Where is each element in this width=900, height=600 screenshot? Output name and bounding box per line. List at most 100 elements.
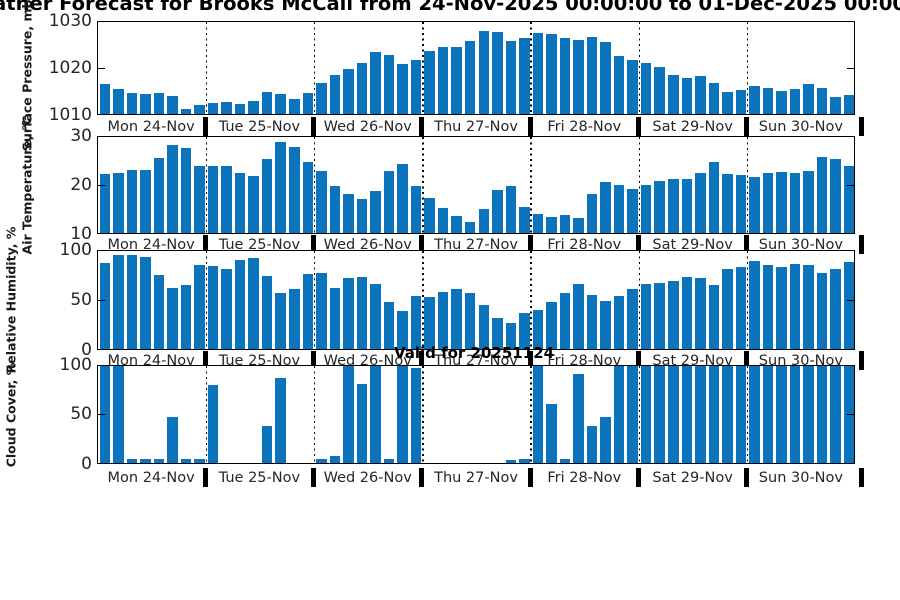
day-boundary-tick [311, 351, 317, 370]
surface-pressure-bar [329, 75, 341, 114]
day-label: Wed 26-Nov [323, 118, 412, 135]
day-separator-line [313, 22, 316, 114]
day-boundary-tick [311, 468, 317, 487]
cloud-cover-bar [640, 366, 652, 463]
ytick-label: 100 [59, 239, 92, 260]
air-temperature-bar [613, 184, 625, 233]
relative-humidity-bar [383, 302, 395, 349]
ytick-label: 20 [70, 174, 92, 195]
air-temperature-bar [234, 172, 246, 233]
relative-humidity-bar [843, 261, 855, 349]
relative-humidity-bar [464, 293, 476, 349]
air-temperature-bar [424, 198, 435, 233]
air-temperature-bar [627, 189, 638, 233]
day-label: Sun 30-Nov [758, 470, 843, 486]
surface-pressure-bar [762, 87, 774, 114]
surface-pressure-bar [140, 94, 151, 114]
cloud-cover-bar [180, 459, 192, 463]
relative-humidity-bar [668, 281, 679, 349]
surface-pressure-bar [383, 54, 395, 114]
surface-pressure-bar [776, 91, 787, 114]
cloud-cover-bar [559, 459, 571, 463]
surface-pressure-bar [275, 94, 286, 114]
surface-pressure-bar [316, 82, 327, 114]
relative-humidity-bar [546, 302, 557, 349]
cloud-cover-bar [735, 366, 747, 463]
plot-box-relative-humidity [97, 250, 855, 350]
day-label: Tue 25-Nov [218, 118, 301, 135]
day-boundary-tick [419, 116, 425, 136]
relative-humidity-bar [424, 297, 435, 349]
day-separator-line [205, 137, 208, 233]
surface-pressure-bar [816, 87, 828, 114]
day-separator-line [313, 251, 316, 349]
tick-mark [98, 67, 105, 69]
ytick-label: 30 [70, 125, 92, 146]
relative-humidity-bar [708, 285, 720, 349]
relative-humidity-bar [153, 274, 165, 349]
air-temperature-bar [356, 198, 368, 233]
relative-humidity-bar [437, 292, 449, 349]
cloud-cover-bar [261, 426, 273, 463]
ytick-label: 10 [70, 223, 92, 244]
day-separator-line [422, 22, 424, 114]
relative-humidity-bar [370, 284, 381, 349]
air-temperature-bar [437, 207, 449, 233]
day-label: Fri 28-Nov [547, 470, 622, 486]
day-boundary-tick [202, 351, 208, 370]
air-temperature-bar [140, 169, 151, 233]
surface-pressure-bar [167, 96, 178, 114]
ytick-label: 1030 [48, 10, 92, 31]
air-temperature-bar [586, 194, 598, 233]
relative-humidity-bar [735, 266, 747, 349]
day-boundary-tick [744, 116, 750, 136]
day-separator-line [530, 251, 532, 349]
day-boundary-tick [744, 235, 750, 254]
day-boundary-tick [859, 235, 864, 254]
relative-humidity-bar [343, 278, 354, 349]
surface-pressure-bar [478, 31, 490, 114]
cloud-cover-bar [600, 417, 611, 463]
day-separator-line [205, 366, 208, 463]
day-separator-line [638, 366, 641, 463]
air-temperature-bar [370, 190, 381, 233]
y-axis-label-text: Relative Humidity, % [3, 226, 19, 374]
air-temperature-bar [410, 186, 422, 233]
day-separator-line [313, 137, 316, 233]
day-label: Mon 24-Nov [107, 118, 195, 135]
cloud-cover-bar [397, 366, 408, 463]
relative-humidity-bar [762, 264, 774, 349]
air-temperature-bar [505, 185, 517, 233]
day-separator-line [313, 366, 316, 463]
surface-pressure-bar [519, 37, 530, 114]
cloud-cover-bar [275, 377, 286, 463]
day-boundary-tick [859, 468, 864, 487]
day-boundary-tick [527, 235, 533, 254]
surface-pressure-bar [464, 40, 476, 114]
air-temperature-bar [816, 156, 828, 233]
day-label: Tue 25-Nov [218, 237, 301, 253]
air-temperature-bar [275, 142, 286, 233]
air-temperature-bar [735, 175, 747, 233]
day-separator-line [638, 251, 641, 349]
tick-mark [98, 299, 105, 301]
tick-mark [98, 184, 105, 186]
air-temperature-bar [113, 172, 124, 233]
ytick-label: 0 [81, 339, 92, 360]
relative-humidity-bar [776, 266, 787, 349]
air-temperature-bar [248, 176, 259, 233]
relative-humidity-bar [749, 260, 760, 349]
relative-humidity-bar [600, 301, 611, 349]
day-label: Wed 26-Nov [323, 470, 412, 486]
ytick-label: 100 [59, 354, 92, 375]
relative-humidity-bar [789, 263, 801, 349]
day-boundary-tick [744, 468, 750, 487]
day-label: Fri 28-Nov [547, 237, 622, 253]
day-label: Wed 26-Nov [323, 237, 412, 253]
surface-pressure-bar [370, 52, 381, 114]
surface-pressure-bar [289, 98, 300, 114]
cloud-cover-bar [681, 366, 693, 463]
day-label: Fri 28-Nov [547, 118, 622, 135]
cloud-cover-bar [776, 366, 787, 463]
plot-box-cloud-cover [97, 365, 855, 464]
